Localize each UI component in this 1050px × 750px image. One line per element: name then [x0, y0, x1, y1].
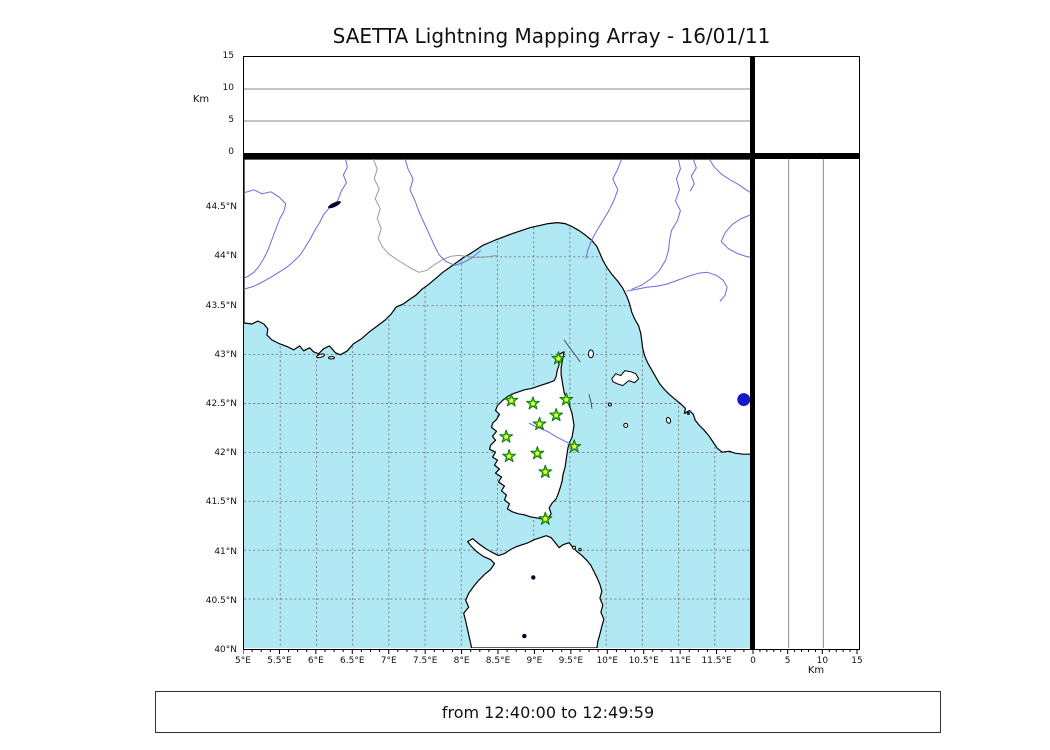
right-km-tick-label: 0 [750, 656, 756, 666]
altitude-axis-label-left: Km [192, 94, 210, 105]
station-marker [538, 511, 553, 525]
map-panel [243, 158, 753, 650]
lon-tick-label: 9°E [526, 656, 543, 666]
map-plot [244, 159, 751, 648]
time-range-box: from 12:40:00 to 12:49:59 [155, 691, 941, 733]
station-marker [504, 393, 519, 407]
altitude-tick-label: 10 [222, 83, 234, 93]
elba-island [611, 370, 640, 387]
horizontal-separator [243, 153, 860, 158]
longitude-tick-marks [243, 650, 754, 654]
lat-tick-label: 40°N [214, 645, 237, 655]
station-marker [530, 446, 545, 460]
right-km-tick-label: 15 [851, 656, 863, 666]
mainland-landmass [244, 159, 751, 455]
station-marker [526, 396, 540, 410]
event-dot [737, 393, 751, 407]
lon-tick-label: 5.5°E [267, 656, 292, 666]
stations-group [499, 351, 582, 525]
lat-tick-label: 43.5°N [205, 300, 237, 311]
vertical-separator [750, 56, 755, 650]
lat-tick-label: 41°N [214, 546, 237, 557]
lakes [328, 201, 690, 639]
altitude-longitude-panel [243, 56, 753, 155]
corner-panel [753, 56, 860, 155]
lon-tick-label: 5°E [235, 656, 251, 666]
lat-tick-label: 42.5°N [205, 399, 237, 409]
sardinia-island [463, 535, 605, 648]
corsica-island [488, 351, 575, 521]
figure-title: SAETTA Lightning Mapping Array - 16/01/1… [332, 24, 771, 48]
country-border [372, 159, 497, 273]
lon-tick-label: 11.5°E [701, 656, 732, 666]
right-km-tick-label: 5 [784, 656, 791, 666]
altitude-tick-label: 5 [228, 115, 234, 125]
station-marker [559, 392, 574, 406]
lon-tick-label: 7.5°E [412, 656, 438, 666]
station-marker [499, 429, 514, 443]
altitude-tick-label: 0 [228, 147, 234, 157]
lon-tick-label: 10°E [596, 656, 619, 666]
lon-tick-label: 6°E [307, 656, 324, 666]
right-km-tick-label: 10 [816, 656, 829, 666]
small-islands [316, 349, 672, 552]
time-range-text: from 12:40:00 to 12:49:59 [441, 702, 655, 722]
altitude-axis-label-right: Km [807, 665, 825, 676]
lon-tick-label: 9.5°E [558, 656, 584, 666]
station-marker [538, 464, 553, 478]
lon-tick-label: 11°E [669, 656, 691, 666]
altitude-latitude-panel [753, 158, 860, 650]
station-marker [549, 407, 564, 422]
lon-tick-label: 6.5°E [340, 656, 365, 666]
lon-tick-label: 7°E [380, 656, 397, 666]
lat-tick-label: 42°N [214, 448, 237, 459]
altitude-tick-label: 15 [222, 51, 234, 61]
lat-tick-label: 40.5°N [205, 595, 237, 606]
altitude-longitude-plot [244, 88, 751, 122]
station-marker [567, 439, 582, 453]
lon-tick-label: 8.5°E [485, 656, 511, 666]
station-marker [532, 416, 547, 431]
lon-tick-label: 10.5°E [628, 656, 659, 666]
lat-tick-label: 44.5°N [205, 202, 237, 213]
altitude-latitude-plot [788, 159, 824, 648]
station-marker [551, 351, 566, 365]
lat-tick-label: 43°N [214, 349, 237, 360]
right-km-tick-marks [753, 650, 858, 654]
lat-tick-label: 44°N [214, 251, 237, 262]
contour-lines [563, 339, 593, 409]
lat-tick-label: 41.5°N [205, 497, 237, 508]
station-marker [502, 449, 516, 463]
lon-tick-label: 8°E [453, 656, 470, 666]
